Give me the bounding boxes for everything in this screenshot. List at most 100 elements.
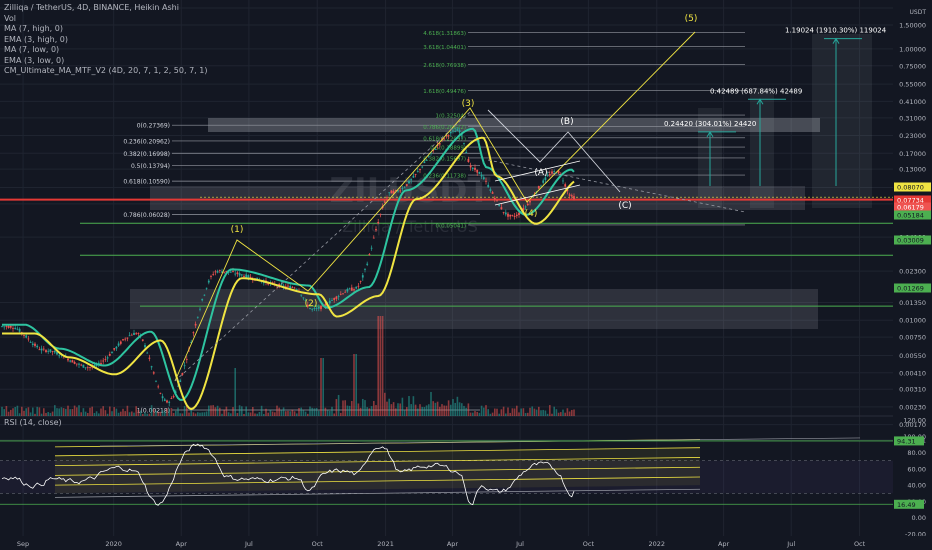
candle-body xyxy=(346,288,349,292)
volume-bar xyxy=(122,408,124,416)
volume-bar xyxy=(458,402,461,416)
volume-bar xyxy=(364,400,366,416)
volume-bar xyxy=(82,408,85,416)
volume-bar xyxy=(324,407,327,416)
candle-body xyxy=(130,334,133,336)
volume-bar xyxy=(137,410,140,416)
volume-bar xyxy=(117,412,120,416)
rsi-channel-line xyxy=(54,447,701,457)
indicator-ema-high[interactable]: EMA (3, high, 0) xyxy=(4,34,69,44)
target-label-2: 0.42489 (687.84%) 42489 xyxy=(710,87,802,95)
volume-bar xyxy=(84,411,87,416)
volume-bar xyxy=(502,406,505,416)
target-column-3 xyxy=(812,34,872,208)
indicator-ma-low[interactable]: MA (7, low, 0) xyxy=(4,45,60,54)
volume-bar xyxy=(247,412,250,416)
fib-b-0-label: 0(0.05041) xyxy=(435,223,466,229)
volume-bar xyxy=(434,402,437,416)
candle-body xyxy=(447,135,450,137)
rsi-channel-bottom xyxy=(54,488,701,498)
price-tick: 0.00750 xyxy=(899,334,926,342)
volume-bar xyxy=(507,407,509,416)
volume-bar xyxy=(106,413,109,416)
volume-bar xyxy=(208,405,210,416)
wave-label: (C) xyxy=(618,201,631,211)
volume-bar xyxy=(293,411,296,416)
volume-bar xyxy=(432,401,434,416)
indicator-vol[interactable]: Vol xyxy=(4,13,16,23)
indicator-cm-ultimate[interactable]: CM_Ultimate_MA_MTF_V2 (4D, 20, 7, 1, 2, … xyxy=(4,66,208,75)
candle-body xyxy=(476,169,479,173)
candle-body xyxy=(368,254,371,256)
volume-bar xyxy=(487,409,489,416)
volume-bar xyxy=(540,410,542,416)
candle-body xyxy=(113,348,116,350)
volume-bar xyxy=(533,408,536,416)
volume-bar xyxy=(256,413,258,416)
candle-body xyxy=(320,305,322,310)
volume-bar xyxy=(309,406,311,416)
volume-bar xyxy=(524,413,527,416)
candle-body xyxy=(480,174,483,177)
volume-bar xyxy=(465,407,467,416)
volume-bar xyxy=(443,405,445,416)
volume-bar xyxy=(124,411,126,416)
time-tick: Oct xyxy=(854,540,866,548)
candle-body xyxy=(555,172,558,174)
fib-c-1618-label: 1.618(0.49476) xyxy=(423,89,466,95)
candle-body xyxy=(53,350,56,353)
time-tick: Jul xyxy=(244,540,253,548)
candle-body xyxy=(511,215,514,216)
volume-bar xyxy=(478,412,481,416)
volume-bar xyxy=(535,409,538,416)
volume-bar xyxy=(45,412,47,416)
candle-body xyxy=(40,348,43,351)
volume-bar xyxy=(513,408,516,416)
price-tag-bg xyxy=(894,182,931,192)
candle-body xyxy=(3,326,6,328)
volume-bar xyxy=(115,408,118,416)
volume-bar xyxy=(177,407,179,416)
candle-body xyxy=(163,399,166,401)
candle-body xyxy=(159,392,162,394)
rsi-tick: 80.00 xyxy=(907,449,926,457)
volume-bar xyxy=(480,405,483,416)
volume-bar xyxy=(135,406,137,416)
candle-body xyxy=(168,401,171,403)
support-zone-low xyxy=(130,289,818,329)
candle-body xyxy=(573,196,575,199)
volume-bar xyxy=(263,413,265,416)
volume-bar xyxy=(91,406,93,416)
candle-body xyxy=(102,360,105,362)
price-scale[interactable]: USDT 1.50000 1.00000 0.75000 0.55000 0.41000 0… xyxy=(893,0,932,539)
candle-body xyxy=(300,294,303,296)
candle-body xyxy=(359,280,362,282)
candle-body xyxy=(82,364,85,368)
rsi-title[interactable]: RSI (14, close) xyxy=(4,418,62,427)
candle-body xyxy=(553,171,556,172)
volume-bar xyxy=(518,412,520,416)
volume-bar xyxy=(509,412,511,416)
volume-bar xyxy=(43,408,45,416)
volume-bar xyxy=(205,411,208,416)
volume-bar xyxy=(410,404,412,416)
indicator-ema-low[interactable]: EMA (3, low, 0) xyxy=(4,55,65,65)
symbol-title[interactable]: Zilliqa / TetherUS, 4D, BINANCE, Heikin … xyxy=(4,3,179,12)
volume-bar xyxy=(344,400,346,416)
indicator-ma-high[interactable]: MA (7, high, 0) xyxy=(4,24,63,33)
time-scale[interactable]: Sep 2020 Apr Jul Oct 2021 Apr Jul Oct 2022 Apr Jul O… xyxy=(0,536,932,550)
candle-body xyxy=(181,372,184,375)
volume-bar xyxy=(144,412,146,416)
volume-bar xyxy=(445,405,448,416)
volume-bar xyxy=(71,409,74,416)
candle-body xyxy=(247,275,250,278)
candle-body xyxy=(287,285,289,287)
time-scale-bg xyxy=(0,536,932,550)
candle-body xyxy=(223,271,226,273)
candle-body xyxy=(482,177,485,180)
candle-body xyxy=(236,272,239,275)
time-tick: Oct xyxy=(583,540,595,548)
volume-bar xyxy=(40,413,43,416)
candle-body xyxy=(119,341,122,344)
